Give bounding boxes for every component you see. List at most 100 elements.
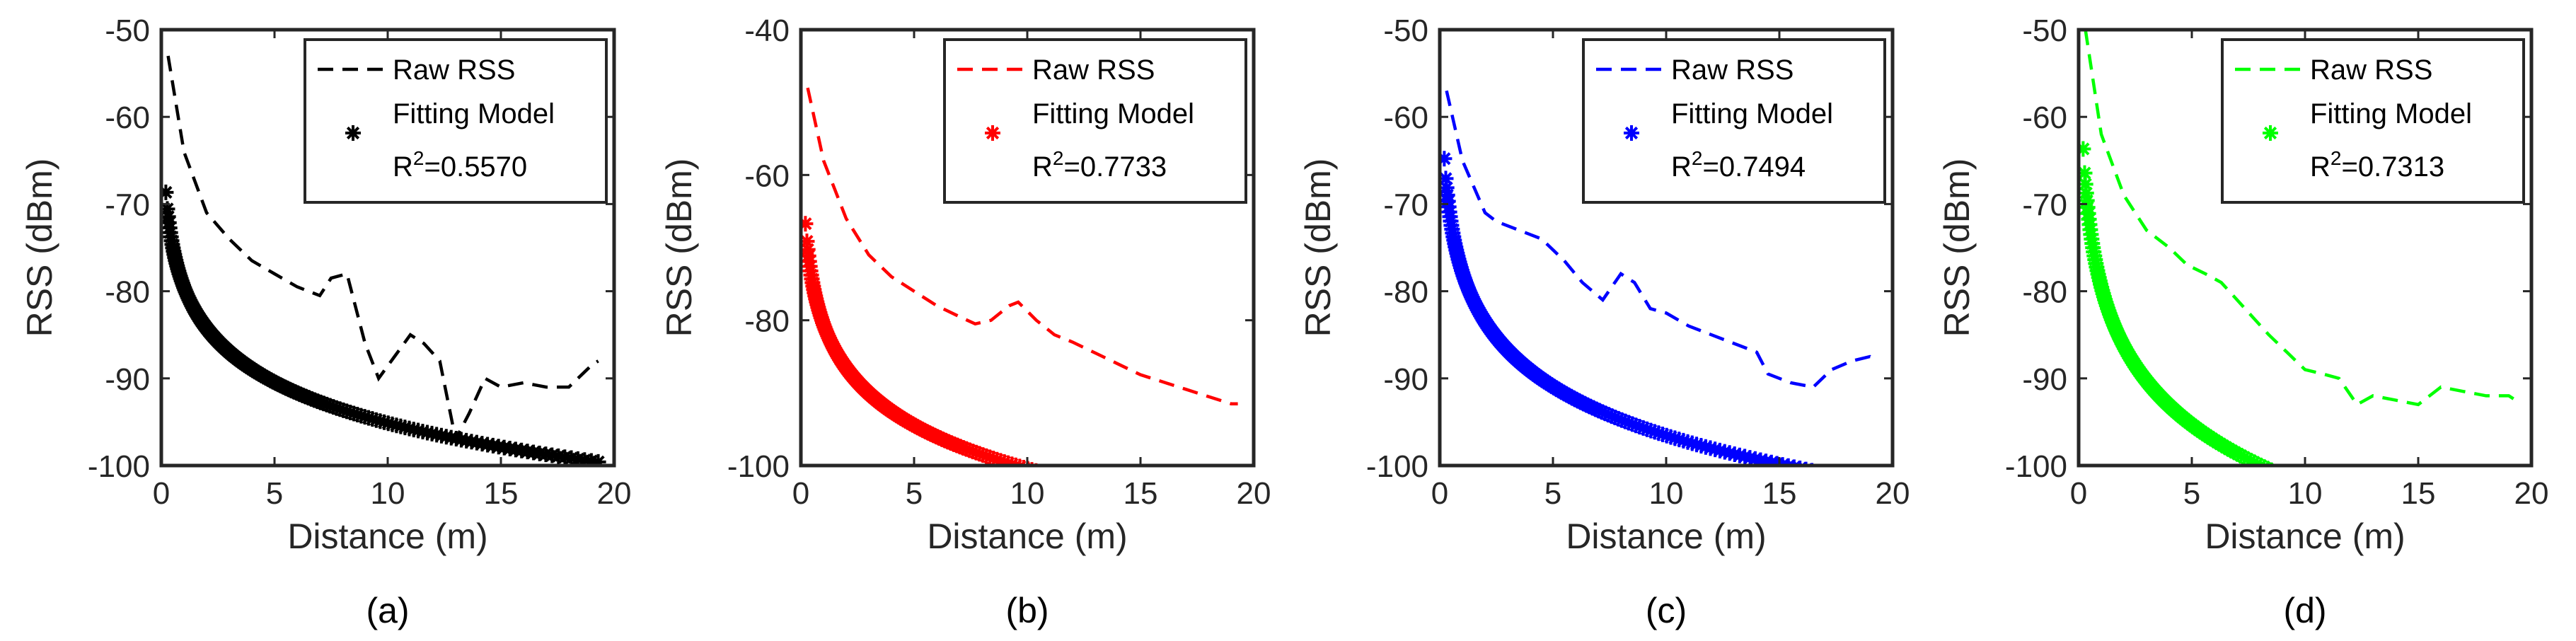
- y-tick-label: -60: [2022, 100, 2067, 135]
- fitting-model-series: [161, 184, 606, 466]
- y-tick-label: -60: [744, 158, 790, 193]
- y-tick-label: -60: [1383, 100, 1428, 135]
- legend-r2-prefix: R: [1671, 151, 1692, 183]
- panel-caption: (d): [2283, 591, 2326, 630]
- x-tick-label: 0: [2070, 476, 2087, 511]
- y-tick-label: -80: [1383, 275, 1428, 310]
- x-tick-label: 10: [1010, 476, 1045, 511]
- legend-r2: R2=0.5570: [393, 147, 527, 183]
- legend-box: [1582, 38, 1886, 204]
- y-tick-label: -100: [727, 449, 790, 484]
- y-tick-label: -80: [2022, 275, 2067, 310]
- legend-r2-value: =0.5570: [424, 151, 527, 183]
- x-tick-label: 15: [2401, 476, 2436, 511]
- legend: Raw RSS Fitting Model R2=0.5570: [304, 38, 608, 204]
- fit-marker: [2079, 176, 2093, 192]
- fit-marker: [801, 216, 814, 232]
- legend-r2-prefix: R: [2310, 151, 2330, 183]
- y-axis-label: RSS (dBm): [20, 158, 59, 337]
- raw-rss-line: [2084, 30, 2517, 407]
- y-tick-label: -50: [1383, 13, 1428, 48]
- legend-box: [2221, 38, 2525, 204]
- x-tick-label: 5: [1544, 476, 1561, 511]
- fit-marker: [590, 454, 606, 466]
- legend-fit-marker: [2263, 125, 2278, 141]
- panel-caption: (a): [366, 591, 409, 630]
- legend-fit-label: Fitting Model: [2310, 98, 2472, 129]
- y-tick-label: -70: [105, 187, 150, 222]
- legend-raw-label: Raw RSS: [393, 54, 515, 86]
- fitting-model-series: [801, 216, 1046, 466]
- legend-fit-marker: [1624, 125, 1639, 141]
- y-tick-label: -100: [2005, 449, 2067, 484]
- y-tick-label: -40: [744, 13, 790, 48]
- fit-marker: [1440, 171, 1454, 187]
- x-axis-label: Distance (m): [2205, 516, 2405, 556]
- legend-r2-superscript: 2: [1053, 147, 1064, 169]
- legend-r2-superscript: 2: [1692, 147, 1703, 169]
- legend-r2-superscript: 2: [413, 147, 424, 169]
- chart-panel-d: 0 5 10 15 20 -50 -60 -70 -80 -90 -100 Distance (m) R…: [1937, 13, 2548, 630]
- panel-caption: (c): [1646, 591, 1687, 630]
- fit-marker: [1440, 151, 1452, 167]
- legend-fit-marker: [345, 125, 361, 141]
- fit-marker: [161, 184, 174, 200]
- legend: Raw RSS Fitting Model R2=0.7313: [2221, 38, 2525, 204]
- legend-fit-label: Fitting Model: [1671, 98, 1833, 129]
- legend-r2-superscript: 2: [2330, 147, 2342, 169]
- fit-marker: [2079, 165, 2093, 181]
- legend-r2: R2=0.7313: [2310, 147, 2444, 183]
- x-tick-label: 15: [1124, 476, 1158, 511]
- y-axis-label: RSS (dBm): [1937, 158, 1977, 337]
- x-axis-label: Distance (m): [1566, 516, 1766, 556]
- legend-box: [943, 38, 1247, 204]
- x-tick-label: 10: [2288, 476, 2323, 511]
- y-axis-label: RSS (dBm): [1298, 158, 1338, 337]
- x-tick-label: 20: [597, 476, 632, 511]
- y-tick-label: -70: [1383, 187, 1428, 222]
- legend-raw-label: Raw RSS: [1032, 54, 1155, 86]
- legend-box: [304, 38, 608, 204]
- chart-panel-b: 0 5 10 15 20 -40 -60 -80 -100 Distance (m) RSS (dB…: [659, 13, 1271, 630]
- x-axis-label: Distance (m): [927, 516, 1127, 556]
- legend-r2-prefix: R: [393, 151, 413, 183]
- x-tick-label: 20: [2514, 476, 2549, 511]
- y-tick-label: -50: [105, 13, 150, 48]
- x-tick-label: 10: [371, 476, 405, 511]
- x-tick-label: 10: [1649, 476, 1684, 511]
- fit-marker: [801, 233, 815, 250]
- legend-r2: R2=0.7733: [1032, 147, 1167, 183]
- panel-caption: (b): [1005, 591, 1049, 630]
- y-tick-label: -100: [1366, 449, 1428, 484]
- raw-rss-line: [806, 87, 1238, 405]
- legend-fit-label: Fitting Model: [393, 98, 555, 129]
- raw-rss-line: [166, 55, 599, 444]
- fitting-model-series: [1440, 151, 1826, 466]
- fit-marker: [2079, 141, 2091, 157]
- x-tick-label: 20: [1237, 476, 1271, 511]
- legend-fit-label: Fitting Model: [1032, 98, 1194, 129]
- x-tick-label: 20: [1876, 476, 1910, 511]
- x-tick-label: 0: [792, 476, 809, 511]
- x-tick-label: 5: [2183, 476, 2200, 511]
- y-tick-label: -90: [1383, 362, 1428, 397]
- x-axis-label: Distance (m): [287, 516, 487, 556]
- x-tick-label: 5: [906, 476, 923, 511]
- raw-rss-line: [1445, 90, 1878, 389]
- x-tick-label: 0: [1431, 476, 1448, 511]
- legend-fit-marker: [985, 125, 1000, 141]
- y-tick-label: -60: [105, 100, 150, 135]
- legend-r2-value: =0.7494: [1702, 151, 1806, 183]
- y-tick-label: -70: [2022, 187, 2067, 222]
- legend-raw-label: Raw RSS: [1671, 54, 1794, 86]
- legend-r2-value: =0.7313: [2341, 151, 2444, 183]
- chart-panel-c: 0 5 10 15 20 -50 -60 -70 -80 -90 -100 Distance (m) R…: [1298, 13, 1910, 630]
- y-tick-label: -80: [105, 275, 150, 310]
- x-tick-label: 15: [1762, 476, 1797, 511]
- y-axis-label: RSS (dBm): [659, 158, 699, 337]
- legend-raw-label: Raw RSS: [2310, 54, 2432, 86]
- x-tick-label: 5: [266, 476, 283, 511]
- legend: Raw RSS Fitting Model R2=0.7494: [1582, 38, 1886, 204]
- chart-panel-a: 0 5 10 15 20 -50 -60 -70 -80 -90 -100 Distance (m) R…: [20, 13, 631, 630]
